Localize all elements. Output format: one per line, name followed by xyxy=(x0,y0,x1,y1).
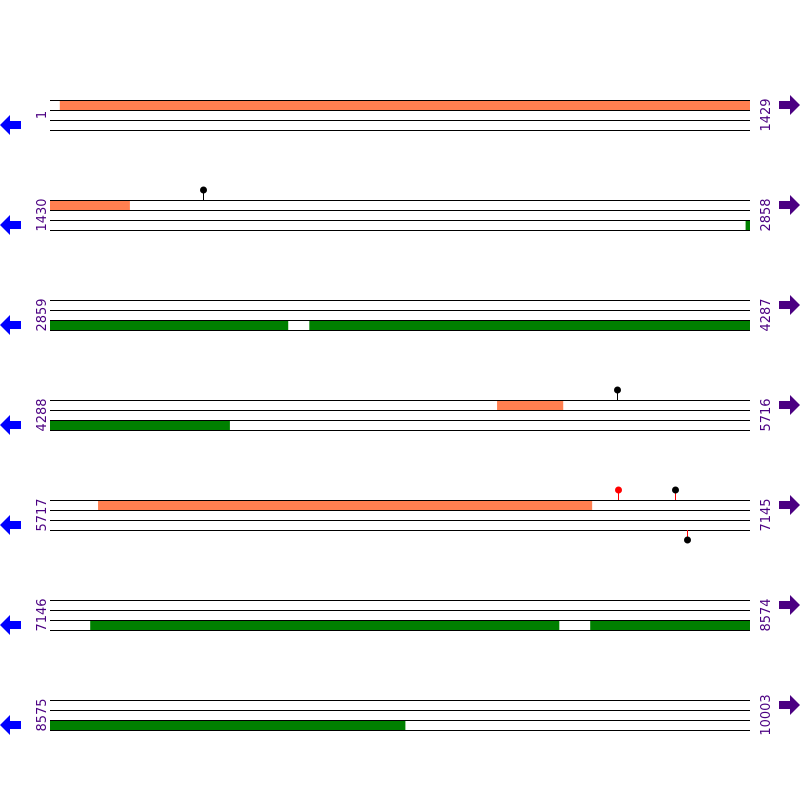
sequence-row: 1 1429 xyxy=(0,95,800,135)
row-start-label: 8575 xyxy=(35,698,50,731)
reverse-feature xyxy=(745,220,750,230)
marker-head xyxy=(615,486,622,494)
arrow-left-icon xyxy=(0,315,21,335)
forward-feature xyxy=(59,100,751,110)
arrow-left-icon xyxy=(0,715,21,735)
sequence-row: 2859 4287 xyxy=(0,295,800,335)
sequence-row: 4288 5716 xyxy=(0,386,800,435)
arrow-left-icon xyxy=(0,215,21,235)
sequence-row: 7146 8574 xyxy=(0,595,800,635)
forward-feature xyxy=(98,500,593,510)
arrow-left-icon xyxy=(0,615,21,635)
reverse-feature xyxy=(590,620,750,630)
sequence-row: 5717 7145 xyxy=(0,486,800,544)
row-end-label: 4287 xyxy=(759,298,774,331)
arrow-left-icon xyxy=(0,115,21,135)
marker-head xyxy=(614,386,621,394)
marker-head xyxy=(672,486,679,494)
marker-head xyxy=(684,536,691,544)
row-end-label: 1429 xyxy=(759,98,774,131)
row-end-label: 7145 xyxy=(759,498,774,531)
row-start-label: 1430 xyxy=(35,198,50,231)
arrow-left-icon xyxy=(0,515,21,535)
reverse-feature xyxy=(50,720,406,730)
forward-feature xyxy=(497,400,564,410)
row-start-label: 5717 xyxy=(35,498,50,531)
row-end-label: 2858 xyxy=(759,198,774,231)
sequence-row: 1430 2858 xyxy=(0,186,800,235)
sequence-row: 8575 10003 xyxy=(0,694,800,736)
row-start-label: 4288 xyxy=(35,398,50,431)
reverse-feature xyxy=(90,620,560,630)
arrow-right-icon xyxy=(779,695,800,715)
arrow-right-icon xyxy=(779,295,800,315)
arrow-right-icon xyxy=(779,395,800,415)
arrow-left-icon xyxy=(0,415,21,435)
row-end-label: 5716 xyxy=(759,398,774,431)
row-end-label: 10003 xyxy=(759,694,774,735)
reverse-feature xyxy=(309,320,750,330)
arrow-right-icon xyxy=(779,95,800,115)
arrow-right-icon xyxy=(779,595,800,615)
arrow-right-icon xyxy=(779,195,800,215)
marker-head xyxy=(200,186,207,194)
forward-feature xyxy=(50,200,130,210)
row-start-label: 2859 xyxy=(35,298,50,331)
row-start-label: 7146 xyxy=(35,598,50,631)
row-end-label: 8574 xyxy=(759,598,774,631)
row-start-label: 1 xyxy=(35,111,50,119)
reverse-feature xyxy=(50,420,230,430)
reverse-feature xyxy=(50,320,289,330)
arrow-right-icon xyxy=(779,495,800,515)
